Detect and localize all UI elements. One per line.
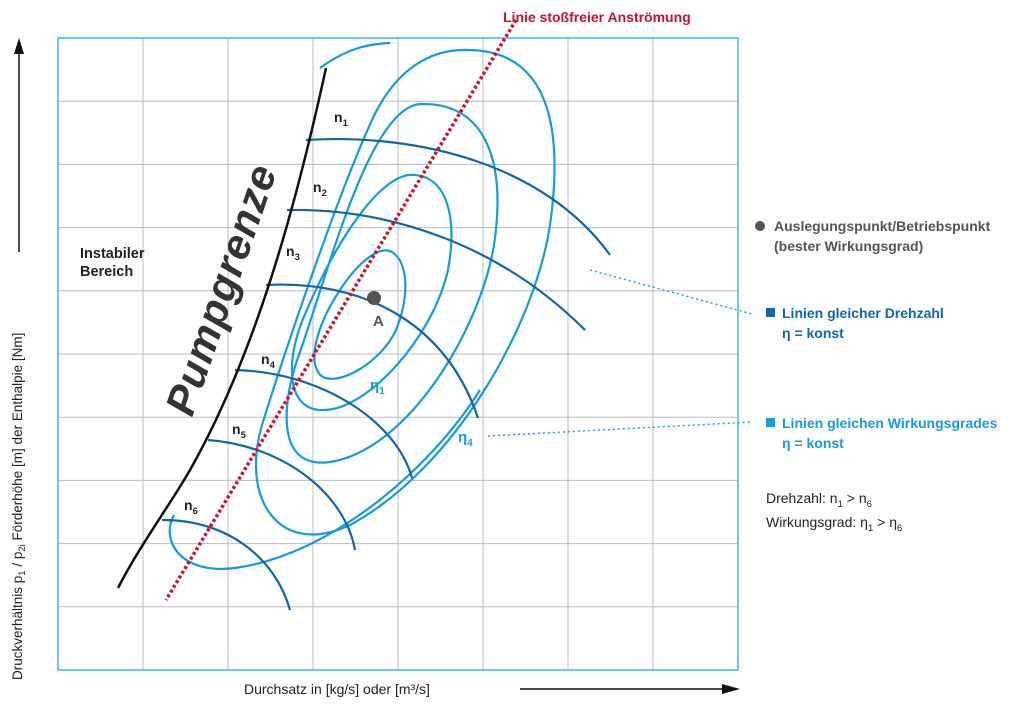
efficiency-contour-4	[254, 48, 556, 536]
speed-label-n1: n1	[334, 109, 349, 129]
design-line-label: Linie stoßfreier Anströmung	[503, 9, 691, 25]
legend-efficiency-sub: η = konst	[782, 435, 844, 451]
legend-speed-sub: η = konst	[782, 325, 844, 341]
legend-point-marker	[755, 221, 765, 231]
legend-efficiency-marker	[766, 418, 775, 427]
efficiency-contour-5	[168, 41, 481, 571]
efficiency-contour-2	[290, 173, 453, 412]
efficiency-lines	[168, 41, 556, 571]
speed-line-n2	[286, 208, 586, 331]
efficiency-contour-3	[285, 102, 499, 464]
x-axis-arrowhead	[722, 684, 740, 694]
design-line	[164, 19, 518, 601]
legend-note-efficiency: Wirkungsgrad: η1 > η6	[766, 514, 902, 534]
speed-line-n6	[161, 518, 292, 611]
speed-line-n3	[265, 283, 480, 419]
legend-note-speed: Drehzahl: n1 > n6	[766, 490, 872, 510]
leader-lines	[487, 269, 753, 437]
unstable-label-line2: Bereich	[80, 264, 133, 280]
design-point	[367, 291, 381, 305]
y-axis-label: Druckverhältnis p1 / p2i Förderhöhe [m] …	[10, 333, 28, 680]
legend: Auslegungspunkt/Betriebspunkt (bester Wi…	[755, 218, 998, 451]
legend-point-sub: (bester Wirkungsgrad)	[774, 238, 923, 254]
x-axis-label: Durchsatz in [kg/s] oder [m³/s]	[244, 681, 430, 697]
leader-speed	[589, 269, 753, 315]
efficiency-label-eta1: η1	[370, 377, 385, 397]
axis-arrows	[14, 38, 740, 694]
speed-label-n5: n5	[232, 421, 247, 441]
legend-point-title: Auslegungspunkt/Betriebspunkt	[774, 218, 991, 234]
y-axis-arrowhead	[14, 38, 24, 54]
legend-notes: Drehzahl: n1 > n6 Wirkungsgrad: η1 > η6	[766, 490, 902, 534]
design-point-label: A	[373, 313, 384, 330]
leader-efficiency	[487, 421, 753, 437]
surge-line	[116, 67, 328, 589]
efficiency-contour-1	[313, 249, 407, 380]
speed-label-n6: n6	[184, 497, 198, 517]
legend-efficiency-title: Linien gleichen Wirkungsgrades	[782, 415, 998, 431]
speed-line-n1	[305, 138, 611, 256]
legend-speed-marker	[766, 308, 775, 317]
plot-grid	[58, 38, 738, 670]
plot-border	[57, 37, 739, 671]
speed-label-n4: n4	[261, 351, 276, 371]
speed-labels: n1 n2 n3 n4 n5 n6	[184, 109, 349, 517]
legend-speed-title: Linien gleicher Drehzahl	[782, 305, 944, 321]
efficiency-labels: η1 η4	[370, 377, 473, 449]
speed-line-n5	[207, 438, 357, 551]
unstable-label-line1: Instabiler	[80, 246, 145, 262]
speed-label-n3: n3	[286, 243, 300, 263]
efficiency-label-eta4: η4	[458, 429, 473, 449]
speed-line-n4	[234, 368, 414, 479]
speed-label-n2: n2	[313, 179, 327, 199]
speed-lines	[161, 138, 611, 611]
